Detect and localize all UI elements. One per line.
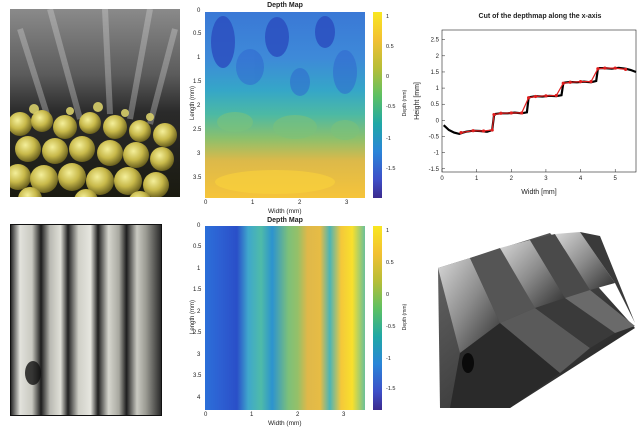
x-tick-label: 5 (614, 176, 618, 182)
series-point (544, 94, 548, 98)
series-point (561, 81, 565, 85)
series-point (490, 128, 494, 132)
colorbar-top (373, 12, 382, 198)
series-point (459, 131, 463, 135)
y-tick: 2.5 (193, 127, 202, 133)
series-point (603, 66, 607, 70)
y-tick-label: -0.5 (429, 135, 440, 141)
series-point (499, 111, 503, 115)
depth-map-top-image (205, 12, 365, 198)
y-tick-label: -1 (434, 151, 440, 157)
y-tick: 2 (197, 309, 201, 315)
y-tick-label: 0 (436, 118, 440, 124)
y-tick-label: 1.5 (431, 70, 440, 76)
series-point (624, 67, 628, 71)
photo-top-left (5, 8, 180, 215)
colorbar-tick: 0 (386, 74, 390, 80)
depth-map-top-ylabel: Length (mm) (190, 86, 196, 121)
series-point (589, 80, 593, 84)
x-tick: 3 (345, 200, 349, 206)
y-tick: 3 (197, 151, 201, 157)
x-axis-label: Width [mm] (521, 189, 556, 196)
series-line-1 (461, 67, 626, 134)
series-point (568, 80, 572, 84)
depth-map-bottom-title: Depth Map (267, 217, 303, 224)
x-tick: 2 (298, 200, 302, 206)
y-tick-label: -1.5 (429, 167, 440, 173)
depth-map-top-title: Depth Map (267, 2, 303, 9)
x-tick: 1 (250, 412, 254, 418)
x-tick: 2 (296, 412, 300, 418)
y-tick: 0 (197, 223, 201, 229)
colorbar-tick: -1.5 (386, 166, 396, 172)
y-tick-label: 2 (436, 54, 440, 60)
colorbar-bottom-label: Depth (mm) (402, 303, 408, 331)
colorbar-tick: -1.5 (386, 386, 396, 392)
y-tick: 0.5 (193, 244, 202, 250)
x-tick-label: 1 (475, 176, 479, 182)
x-tick-label: 0 (440, 176, 444, 182)
series-point (578, 80, 583, 84)
y-tick-label: 2.5 (431, 38, 440, 44)
y-tick: 1 (197, 55, 201, 61)
y-tick-label: 1 (436, 86, 440, 92)
y-tick-label: 0.5 (431, 102, 440, 108)
surface-3d-render (430, 228, 635, 413)
depth-map-bottom-xlabel: Width (mm) (268, 420, 302, 427)
depth-map-bottom-image (205, 226, 365, 410)
y-tick: 1 (197, 266, 201, 272)
colorbar-top-label: Depth (mm) (402, 89, 408, 117)
y-tick: 1.5 (193, 79, 202, 85)
y-tick: 3 (197, 352, 201, 358)
series-point (509, 111, 513, 115)
y-tick: 0.5 (193, 31, 202, 37)
grain-photo (5, 8, 180, 215)
plot-frame (441, 29, 637, 173)
colorbar-tick: 1 (386, 228, 390, 234)
y-tick: 4 (197, 395, 201, 401)
x-tick: 0 (204, 412, 208, 418)
series-point (492, 112, 496, 117)
x-tick-label: 4 (579, 176, 583, 182)
x-tick: 3 (342, 412, 346, 418)
series-point (533, 94, 538, 99)
y-tick: 3.5 (193, 175, 202, 181)
series-point (596, 67, 600, 71)
x-tick: 0 (204, 200, 208, 206)
x-tick: 1 (251, 200, 255, 206)
x-tick-label: 2 (510, 176, 514, 182)
y-axis-label: Height [mm] (414, 82, 421, 120)
cut-chart: 0 1 2 3 4 5 2.5 2 1.5 1 0.5 0 -0.5 -1 -1.5 Width [mm] He… (414, 29, 637, 196)
y-tick: 1.5 (193, 287, 202, 293)
y-tick: 2.5 (193, 330, 202, 336)
series-point (613, 66, 617, 70)
depth-map-bottom-ylabel: Length (mm) (190, 300, 196, 335)
colorbar-tick: -0.5 (386, 324, 396, 330)
colorbar-tick: 0.5 (386, 260, 394, 266)
y-tick: 2 (197, 103, 201, 109)
colorbar-tick: 0 (386, 292, 390, 298)
colorbar-tick: 1 (386, 14, 390, 20)
colorbar-tick: -0.5 (386, 104, 396, 110)
series-point (527, 96, 531, 100)
y-tick: 3.5 (193, 373, 202, 379)
series-point (520, 111, 524, 115)
colorbar-tick: -1 (386, 136, 391, 142)
depth-map-top-xlabel: Width (mm) (268, 208, 302, 215)
series-point (471, 129, 475, 133)
colorbar-tick: -1 (386, 356, 391, 362)
photo-bottom-left (10, 224, 162, 416)
colorbar-tick: 0.5 (386, 44, 394, 50)
x-tick-label: 3 (544, 176, 548, 182)
y-tick: 0 (197, 8, 201, 14)
colorbar-bottom (373, 226, 382, 410)
series-point (481, 129, 486, 133)
cut-chart-title: Cut of the depthmap along the x-axis (478, 13, 602, 20)
series-point (554, 93, 558, 98)
